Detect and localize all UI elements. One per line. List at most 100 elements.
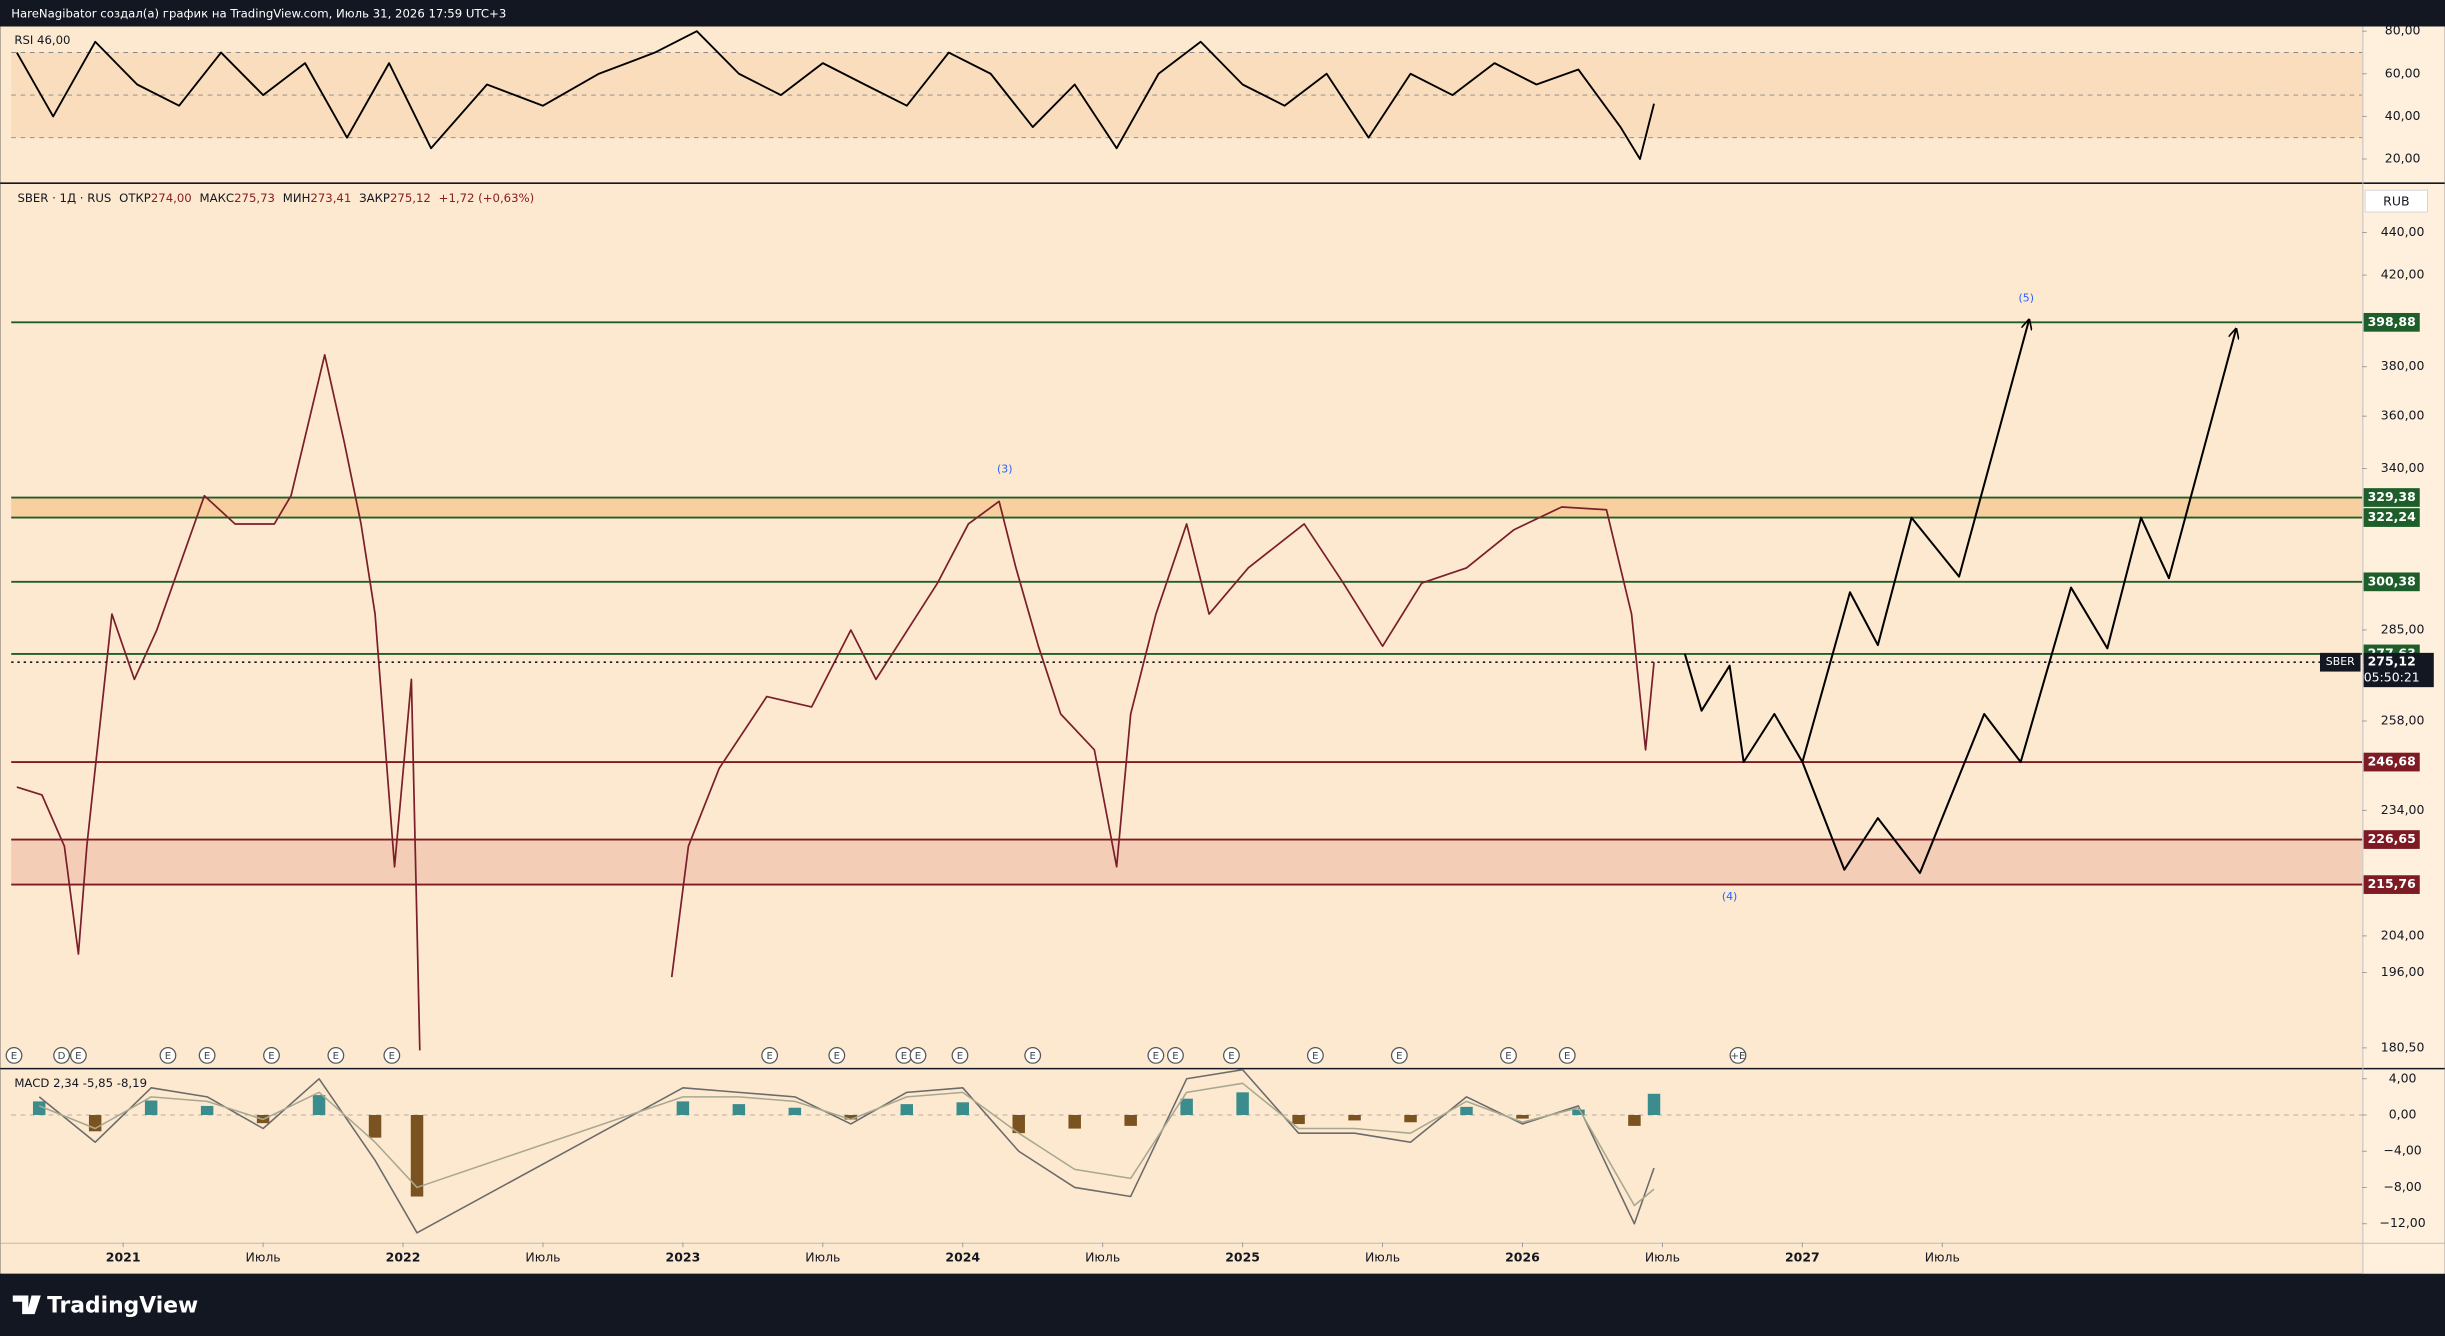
y-tick-label: 80,00	[2385, 23, 2421, 38]
y-tick-label: 196,00	[2381, 964, 2425, 979]
x-tick-label: 2021	[106, 1250, 141, 1265]
symbol: SBER · 1Д · RUS	[17, 190, 111, 204]
event-icon	[828, 1046, 846, 1064]
event-label: E	[1396, 1051, 1402, 1062]
level-label-box	[2363, 875, 2420, 894]
event-label: E	[165, 1051, 171, 1062]
event-icon	[159, 1046, 177, 1064]
event-label: +E	[1731, 1051, 1746, 1062]
histogram-bar	[1292, 1114, 1305, 1125]
last-price-box	[2363, 652, 2434, 688]
y-tick-label: 204,00	[2381, 927, 2425, 942]
ohlc-label: МАКС	[200, 190, 235, 204]
y-tick-label: 60,00	[2385, 65, 2421, 80]
rsi-band	[11, 52, 2363, 138]
x-tick-label: Июль	[805, 1250, 840, 1265]
event-label: E	[834, 1051, 840, 1062]
event-icon	[1223, 1046, 1240, 1064]
event-icon	[1390, 1046, 1408, 1064]
x-tick-label: Июль	[1645, 1250, 1680, 1265]
y-tick-label: −8,00	[2383, 1179, 2421, 1194]
histogram-bar	[732, 1104, 746, 1115]
price-line	[16, 353, 1655, 1051]
wave-label: (5)	[2019, 291, 2034, 304]
y-tick-label: 180,50	[2381, 1039, 2425, 1054]
level-label: 322,24	[2368, 509, 2416, 524]
zone	[11, 839, 2363, 885]
level-label: 215,76	[2368, 876, 2416, 891]
price-legend: SBER · 1Д · RUS ОТКР274,00 МАКС275,73 МИН27…	[17, 190, 534, 204]
histogram-bar	[1124, 1114, 1137, 1126]
y-tick-label: 285,00	[2381, 621, 2425, 636]
rsi-line	[16, 30, 1655, 160]
y-tick-label: −4,00	[2383, 1143, 2421, 1158]
macd-line	[38, 1082, 1655, 1207]
event-label: D	[58, 1051, 66, 1062]
wave-label: (4)	[1722, 890, 1737, 903]
histogram-bar	[368, 1114, 382, 1138]
event-icon	[383, 1046, 401, 1064]
currency-box	[2364, 189, 2428, 213]
event-label: E	[1505, 1051, 1511, 1062]
event-label: E	[1312, 1051, 1318, 1062]
last-name-box	[2319, 652, 2361, 672]
x-tick-label: 2025	[1225, 1250, 1260, 1265]
histogram-bar	[200, 1105, 214, 1115]
event-icon	[198, 1046, 216, 1064]
event-icon	[69, 1046, 87, 1064]
level-label-box	[2363, 752, 2420, 772]
x-tick-label: Июль	[1085, 1250, 1120, 1265]
ohlc-label: ЗАКР	[359, 190, 390, 204]
y-tick-label: 420,00	[2381, 267, 2425, 282]
histogram-bar	[1012, 1114, 1025, 1134]
event-label: E	[11, 1051, 17, 1062]
event-label: E	[766, 1051, 772, 1062]
y-tick-label: 340,00	[2381, 460, 2425, 475]
event-icon	[761, 1046, 779, 1064]
level-label-box	[2363, 508, 2420, 527]
histogram-bar	[1460, 1106, 1473, 1115]
event-icon	[1306, 1046, 1324, 1064]
event-icon	[327, 1046, 345, 1064]
x-tick-label: Июль	[1365, 1250, 1400, 1265]
event-label: E	[268, 1051, 274, 1062]
y-tick-label: 258,00	[2381, 713, 2425, 728]
x-tick-label: Июль	[246, 1250, 281, 1265]
logo-text: TradingView	[47, 1293, 198, 1318]
ohlc-label: ОТКР	[119, 190, 151, 204]
event-label: E	[389, 1051, 395, 1062]
ohlc-value: 275,73	[234, 190, 275, 204]
histogram-bar	[1647, 1093, 1661, 1115]
macd-legend: MACD 2,34 -5,85 -8,19	[14, 1076, 147, 1090]
event-icon	[1167, 1046, 1184, 1064]
level-label: 226,65	[2368, 831, 2416, 846]
ohlc-value: 273,41	[310, 190, 351, 204]
event-label: E	[204, 1051, 210, 1062]
y-tick-label: −12,00	[2380, 1215, 2426, 1230]
event-icon	[1024, 1046, 1042, 1064]
x-tick-label: 2024	[945, 1250, 980, 1265]
event-label: E	[75, 1051, 81, 1062]
y-tick-label: 20,00	[2385, 150, 2421, 165]
rsi-legend: RSI 46,00	[14, 33, 70, 47]
x-tick-label: 2022	[386, 1250, 421, 1265]
event-icon	[5, 1046, 23, 1064]
zone	[11, 497, 2363, 518]
y-tick-label: 360,00	[2381, 408, 2425, 423]
event-label: E	[915, 1051, 921, 1062]
event-label: E	[333, 1051, 339, 1062]
histogram-bar	[1516, 1114, 1529, 1119]
event-icon	[951, 1046, 969, 1064]
y-tick-label: 380,00	[2381, 358, 2425, 373]
wave-label: (3)	[997, 463, 1012, 476]
level-label-box	[2363, 572, 2420, 592]
level-label: 398,88	[2368, 314, 2416, 329]
event-label: E	[957, 1051, 963, 1062]
histogram-bar	[788, 1107, 802, 1115]
histogram-bar	[900, 1104, 914, 1115]
x-tick-label: Июль	[525, 1250, 560, 1265]
histogram-bar	[1236, 1092, 1249, 1115]
histogram-bar	[1180, 1098, 1193, 1115]
histogram-bar	[1348, 1114, 1361, 1121]
y-tick-label: 4,00	[2389, 1070, 2417, 1085]
